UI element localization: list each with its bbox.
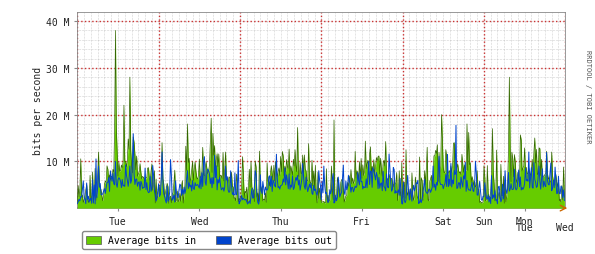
Text: RRDTOOL / TOBI OETIKER: RRDTOOL / TOBI OETIKER — [585, 50, 591, 143]
Legend: Average bits in, Average bits out: Average bits in, Average bits out — [82, 231, 336, 249]
Text: Wed: Wed — [556, 222, 574, 232]
Text: Tue: Tue — [516, 222, 533, 232]
Y-axis label: bits per second: bits per second — [33, 67, 43, 154]
